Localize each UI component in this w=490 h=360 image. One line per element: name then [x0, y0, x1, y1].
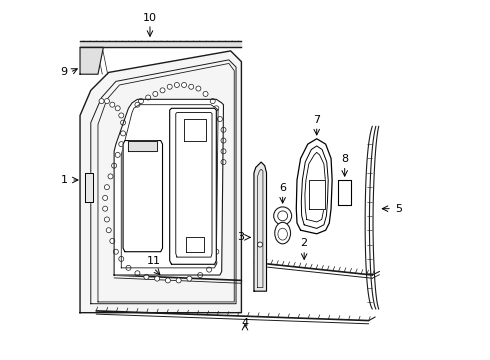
Circle shape	[144, 274, 149, 279]
Ellipse shape	[275, 222, 291, 244]
Circle shape	[119, 256, 124, 261]
Circle shape	[99, 99, 104, 104]
Circle shape	[108, 174, 113, 179]
Text: 7: 7	[313, 115, 320, 125]
Text: 10: 10	[143, 13, 157, 23]
Circle shape	[176, 278, 181, 283]
Text: 1: 1	[61, 175, 68, 185]
Circle shape	[203, 91, 208, 96]
Polygon shape	[85, 173, 93, 202]
Polygon shape	[123, 140, 163, 252]
Circle shape	[104, 185, 109, 190]
Polygon shape	[80, 41, 242, 47]
Circle shape	[102, 206, 108, 211]
Polygon shape	[80, 47, 103, 74]
Text: 5: 5	[395, 204, 402, 214]
Text: 6: 6	[279, 183, 286, 193]
Circle shape	[196, 86, 201, 91]
Circle shape	[155, 276, 160, 281]
Polygon shape	[128, 140, 157, 151]
Ellipse shape	[278, 228, 288, 240]
Circle shape	[119, 113, 124, 118]
Circle shape	[274, 207, 292, 225]
Circle shape	[126, 265, 131, 270]
Circle shape	[258, 242, 263, 247]
Circle shape	[112, 163, 117, 168]
Circle shape	[214, 106, 219, 111]
Polygon shape	[296, 139, 332, 234]
Polygon shape	[186, 237, 204, 252]
Circle shape	[278, 211, 288, 221]
Circle shape	[119, 141, 124, 147]
Polygon shape	[114, 99, 223, 275]
Polygon shape	[80, 51, 242, 313]
Text: 2: 2	[300, 238, 308, 248]
Circle shape	[146, 95, 151, 100]
Circle shape	[121, 120, 125, 125]
Circle shape	[166, 278, 171, 283]
Text: 8: 8	[341, 154, 348, 164]
Circle shape	[135, 102, 140, 107]
Circle shape	[207, 267, 212, 272]
Circle shape	[210, 99, 215, 104]
Circle shape	[102, 195, 108, 201]
Circle shape	[115, 106, 120, 111]
Circle shape	[139, 99, 144, 104]
Circle shape	[221, 138, 226, 143]
Circle shape	[214, 249, 219, 254]
Circle shape	[167, 84, 172, 89]
Circle shape	[110, 102, 115, 107]
Circle shape	[218, 117, 222, 122]
Circle shape	[189, 84, 194, 89]
Polygon shape	[301, 146, 328, 228]
Circle shape	[187, 276, 192, 281]
Polygon shape	[309, 180, 324, 209]
Polygon shape	[305, 152, 325, 222]
Text: 3: 3	[237, 232, 244, 242]
Circle shape	[110, 238, 115, 243]
Circle shape	[104, 99, 109, 104]
Polygon shape	[170, 108, 216, 264]
Text: 11: 11	[147, 256, 161, 266]
Circle shape	[221, 127, 226, 132]
Circle shape	[221, 159, 226, 165]
Polygon shape	[338, 180, 351, 205]
Circle shape	[113, 249, 119, 254]
Circle shape	[115, 152, 120, 157]
Circle shape	[181, 82, 187, 87]
Circle shape	[121, 131, 125, 136]
Polygon shape	[184, 119, 205, 140]
Circle shape	[174, 82, 179, 87]
Circle shape	[212, 260, 217, 265]
Polygon shape	[176, 113, 212, 257]
Circle shape	[106, 228, 111, 233]
Circle shape	[104, 217, 109, 222]
Circle shape	[221, 149, 226, 154]
Circle shape	[135, 271, 140, 276]
Polygon shape	[254, 162, 267, 291]
Text: 9: 9	[60, 67, 67, 77]
Circle shape	[197, 273, 203, 278]
Circle shape	[153, 91, 158, 96]
Circle shape	[160, 88, 165, 93]
Text: 4: 4	[242, 319, 248, 328]
